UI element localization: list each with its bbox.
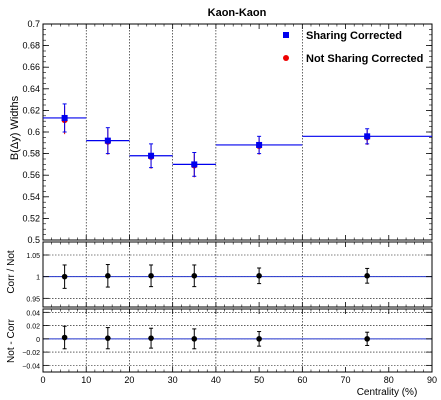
y-tick-label: 0.56 xyxy=(22,170,40,180)
y-tick-label: 0.62 xyxy=(22,105,40,115)
data-point xyxy=(148,273,154,279)
data-point xyxy=(105,335,111,341)
x-tick-label: 20 xyxy=(124,375,134,385)
data-point-sharing-corrected xyxy=(104,137,111,144)
y-tick-label: 0.66 xyxy=(22,62,40,72)
plot-frame xyxy=(42,241,433,308)
y-tick-label: 0.7 xyxy=(27,19,40,29)
data-point xyxy=(364,336,370,342)
y-tick-label: 0.6 xyxy=(27,127,40,137)
y-tick-label: 0.54 xyxy=(22,192,40,202)
y-tick-label: 0.5 xyxy=(27,235,40,245)
chart-title: Kaon-Kaon xyxy=(208,7,267,19)
legend-marker-not-sharing-corrected xyxy=(283,55,289,61)
y-tick-label: 0.64 xyxy=(22,84,40,94)
x-axis-label: Centrality (%) xyxy=(357,387,418,398)
legend-label-sharing-corrected: Sharing Corrected xyxy=(306,30,402,42)
ratio-y-axis-label: Corr / Not xyxy=(6,250,17,294)
y-tick-label: −0.02 xyxy=(22,350,40,357)
y-tick-label: 1 xyxy=(36,275,40,282)
data-point xyxy=(105,273,111,279)
ratio-panel: 0.95 1 1.05 xyxy=(26,241,433,308)
x-tick-label: 40 xyxy=(211,375,221,385)
main-y-axis-label: B(Δy) Widths xyxy=(9,95,21,160)
x-tick-label: 10 xyxy=(81,375,91,385)
data-point xyxy=(256,336,262,342)
data-point-sharing-corrected xyxy=(364,133,371,140)
data-point xyxy=(148,335,154,341)
x-tick-label: 50 xyxy=(254,375,264,385)
data-point xyxy=(191,336,198,342)
difference-y-axis-label: Not - Corr xyxy=(6,318,17,363)
data-point xyxy=(364,273,370,279)
data-point-sharing-corrected xyxy=(256,141,263,148)
y-tick-label: 1.05 xyxy=(26,253,40,260)
y-tick-label: 0.58 xyxy=(22,149,40,159)
y-tick-label: 0.68 xyxy=(22,41,40,51)
data-point xyxy=(191,273,198,279)
x-tick-label: 0 xyxy=(40,375,45,385)
y-tick-label: −0.04 xyxy=(22,363,40,370)
x-tick-label: 80 xyxy=(384,375,394,385)
y-tick-label: 0.52 xyxy=(22,213,40,223)
data-point-sharing-corrected xyxy=(148,152,155,159)
plot-frame xyxy=(42,308,433,373)
x-tick-label: 30 xyxy=(168,375,178,385)
data-point xyxy=(256,273,262,279)
y-tick-label: 0.95 xyxy=(26,296,40,303)
x-tick-label: 60 xyxy=(297,375,307,385)
data-point-sharing-corrected xyxy=(191,161,198,168)
data-point xyxy=(61,334,68,341)
y-tick-label: 0.02 xyxy=(26,324,40,331)
legend-label-not-sharing-corrected: Not Sharing Corrected xyxy=(306,53,423,65)
legend: Sharing Corrected Not Sharing Corrected xyxy=(283,30,423,65)
x-tick-label: 70 xyxy=(341,375,351,385)
y-tick-label: 0 xyxy=(36,337,40,344)
main-panel: 0.5 0.52 0.54 0.56 0.58 0.6 0.62 0.64 0.66 0.68 0.… xyxy=(22,19,433,245)
legend-marker-sharing-corrected xyxy=(283,32,289,38)
data-point xyxy=(61,273,68,280)
y-tick-label: 0.04 xyxy=(26,310,40,317)
data-point-sharing-corrected xyxy=(61,114,68,121)
difference-panel: −0.04 −0.02 0 0.02 0.04 0 10 20 30 40 50 60 70 80 90 xyxy=(22,308,437,385)
x-tick-label: 90 xyxy=(427,375,437,385)
